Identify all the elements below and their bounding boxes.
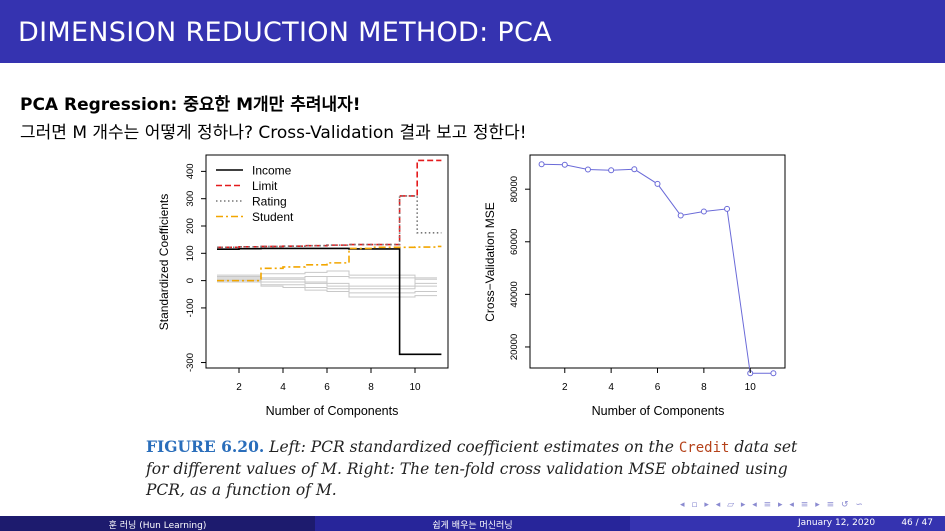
- series-line-student: [217, 245, 442, 282]
- left-x-label: Number of Components: [266, 404, 399, 418]
- mse-point: [561, 161, 568, 168]
- x-tick-label: 6: [655, 382, 661, 393]
- figure-caption: FIGURE 6.20. Left: PCR standardized coef…: [146, 436, 806, 501]
- x-tick-label: 2: [562, 382, 568, 393]
- left-series-lines: [217, 159, 442, 356]
- y-tick-label: 80000: [509, 176, 520, 202]
- slide-heading: PCA Regression: 중요한 M개만 추려내자!: [20, 95, 361, 115]
- y-tick-label: 300: [185, 191, 196, 207]
- right-plot-frame: [529, 154, 786, 369]
- slide-title: DIMENSION REDUCTION METHOD: PCA: [18, 17, 552, 48]
- left-grey-lines: [217, 270, 437, 298]
- right-series: [538, 161, 777, 377]
- left-chart: 2 4 6 8 10 -300 -100 0 100 200 300 400 IncomeLimit…: [157, 154, 449, 418]
- x-tick-label: 8: [701, 382, 707, 393]
- footer-page-number: 46 / 47: [901, 518, 933, 528]
- left-y-ticks: -300 -100 0 100 200 300 400: [185, 163, 206, 372]
- series-line-rating: [217, 195, 442, 249]
- mse-point: [654, 180, 661, 187]
- left-plot-frame: [205, 154, 449, 369]
- legend-label-limit: Limit: [252, 179, 278, 193]
- mse-point: [700, 208, 707, 215]
- footer-center: 쉽게 배우는 머신러닝: [315, 516, 630, 531]
- x-tick-label: 10: [745, 382, 757, 393]
- footer-date: January 12, 2020: [798, 518, 876, 528]
- mse-point: [677, 212, 684, 219]
- series-line-limit: [217, 159, 442, 249]
- left-x-ticks: 2 4 6 8 10: [236, 368, 421, 393]
- right-y-label: Cross−Validation MSE: [483, 202, 497, 322]
- mse-point: [631, 166, 638, 173]
- series-line-income: [217, 247, 442, 356]
- y-tick-label: 400: [185, 163, 196, 179]
- figure-charts: 2 4 6 8 10 -300 -100 0 100 200 300 400 IncomeLimit…: [157, 154, 786, 418]
- caption-text-2: data set for different values of M. Righ…: [146, 438, 798, 499]
- grey-coefficient-line: [217, 276, 437, 284]
- footer-course: 쉽게 배우는 머신러닝: [432, 521, 513, 531]
- x-tick-label: 4: [608, 382, 614, 393]
- x-tick-label: 10: [409, 382, 421, 393]
- y-tick-label: 0: [185, 278, 196, 283]
- x-tick-label: 6: [324, 382, 330, 393]
- right-chart: 2 4 6 8 10 20000 40000 60000 80000 Number of Co…: [483, 154, 786, 418]
- y-tick-label: -300: [185, 353, 196, 372]
- legend-label-rating: Rating: [252, 195, 287, 209]
- mse-line: [541, 163, 774, 374]
- y-tick-label: 200: [185, 218, 196, 234]
- beamer-nav-icons[interactable]: ◂ ▫ ▸ ◂ ▱ ▸ ◂ ≡ ▸ ◂ ≡ ▸ ≡ ↺ ∽: [680, 500, 865, 510]
- caption-text-1: Left: PCR standardized coefficient estim…: [264, 438, 679, 456]
- x-tick-label: 4: [280, 382, 286, 393]
- x-tick-label: 2: [236, 382, 242, 393]
- right-y-ticks: 20000 40000 60000 80000: [509, 176, 530, 360]
- slide-subtext: 그러면 M 개수는 어떻게 정하나? Cross-Validation 결과 보…: [20, 123, 527, 143]
- figure-label: FIGURE 6.20.: [146, 437, 265, 456]
- legend-label-student: Student: [252, 210, 294, 224]
- footer-author: 훈 러닝 (Hun Learning): [108, 521, 207, 531]
- y-tick-label: 20000: [509, 334, 520, 360]
- footer-left: 훈 러닝 (Hun Learning): [0, 516, 315, 531]
- y-tick-label: -100: [185, 298, 196, 317]
- footer-right: January 12, 2020 46 / 47: [630, 516, 945, 531]
- left-y-label: Standardized Coefficients: [157, 194, 171, 331]
- slide-footer: 훈 러닝 (Hun Learning) 쉽게 배우는 머신러닝 January …: [0, 516, 945, 531]
- y-tick-label: 40000: [509, 281, 520, 307]
- mse-point: [770, 370, 777, 377]
- mse-point: [608, 167, 615, 174]
- mse-point: [538, 161, 545, 168]
- mse-point: [584, 166, 591, 173]
- caption-code: Credit: [678, 440, 730, 456]
- y-tick-label: 100: [185, 245, 196, 261]
- right-x-label: Number of Components: [592, 404, 725, 418]
- right-x-ticks: 2 4 6 8 10: [562, 368, 756, 393]
- slide-header: DIMENSION REDUCTION METHOD: PCA: [0, 0, 945, 63]
- x-tick-label: 8: [368, 382, 374, 393]
- y-tick-label: 60000: [509, 229, 520, 255]
- legend-label-income: Income: [252, 164, 292, 178]
- mse-point: [724, 205, 731, 212]
